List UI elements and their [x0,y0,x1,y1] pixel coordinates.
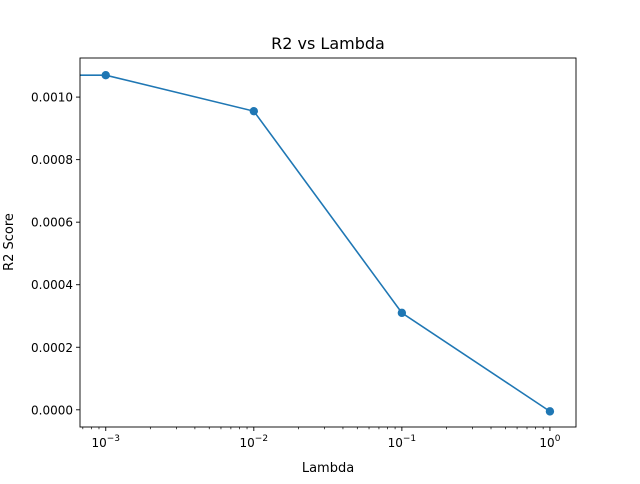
chart-title: R2 vs Lambda [271,34,385,53]
data-point [101,70,110,80]
x-tick-label: 100 [539,434,560,450]
plot-frame [79,57,577,428]
y-axis-label: R2 Score [2,213,17,271]
data-point [397,308,407,318]
y-tick-label: 0.0006 [31,216,73,230]
x-tick-label: 10−1 [388,434,417,450]
x-tick-label: 10−2 [240,434,269,450]
y-tick-label: 0.0008 [31,153,73,167]
plot-area: 0.0000 0.0002 0.0004 0.0006 0.0008 0.0010 10−3… [31,57,577,450]
x-tick-label: 10−3 [91,434,120,450]
y-tick-label: 0.0010 [31,91,73,105]
y-tick-label: 0.0002 [31,341,73,355]
y-tick-label: 0.0004 [31,278,73,292]
data-point [545,407,555,416]
y-tick-label: 0.0000 [31,403,73,417]
x-axis-label: Lambda [302,461,354,476]
data-point [249,106,259,116]
